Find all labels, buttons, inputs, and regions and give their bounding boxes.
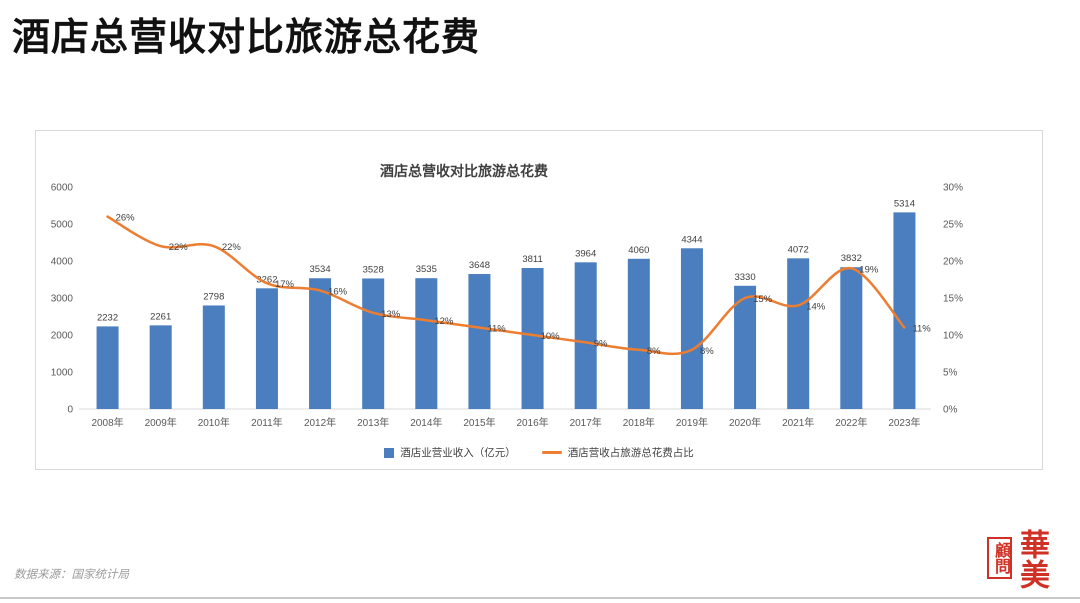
- company-seal-logo: 顧問 華美: [987, 529, 1048, 589]
- line-point-label: 22%: [169, 242, 189, 253]
- line-point-label: 12%: [434, 316, 454, 327]
- legend-bar-swatch: [384, 447, 395, 458]
- x-axis-tick: 2008年: [91, 416, 123, 429]
- line-point-label: 13%: [381, 309, 401, 320]
- bar-value-label: 5314: [894, 198, 915, 209]
- x-axis-tick: 2011年: [251, 416, 283, 429]
- chart-title: 酒店总营收对比旅游总花费: [380, 163, 548, 179]
- y-axis-left-tick: 5000: [51, 220, 74, 231]
- line-point-label: 11%: [487, 324, 506, 335]
- bar-value-label: 3535: [416, 264, 437, 275]
- bar-value-label: 4072: [788, 244, 809, 255]
- seal-text-primary: 華美: [1015, 529, 1048, 589]
- bar-value-label: 3528: [363, 264, 384, 275]
- y-axis-right-tick: 20%: [943, 257, 963, 268]
- seal-text-secondary: 顧問: [987, 537, 1012, 579]
- chart-container: 酒店总营收对比旅游总花费 0 1000 2000 3000 4000 5000 6000 0%…: [35, 130, 1043, 470]
- bar-2020年: [734, 285, 757, 409]
- line-point-label: 19%: [859, 264, 879, 275]
- bar-value-label: 3811: [522, 254, 542, 265]
- legend-item-bar: 酒店业营业收入（亿元）: [384, 445, 516, 460]
- x-axis-tick: 2020年: [729, 416, 761, 429]
- line-point-label: 15%: [753, 294, 773, 305]
- legend-bar-label: 酒店业营业收入（亿元）: [400, 447, 516, 459]
- bar-2016年: [521, 267, 544, 409]
- x-axis-tick: 2019年: [676, 416, 708, 429]
- x-axis-tick: 2023年: [888, 416, 920, 429]
- y-axis-left-tick: 2000: [51, 331, 74, 342]
- y-axis-right-tick: 30%: [943, 183, 963, 194]
- line-point-label: 9%: [594, 338, 608, 349]
- line-point-label: 11%: [912, 324, 931, 335]
- y-axis-right-tick: 10%: [943, 331, 963, 342]
- y-axis-left-tick: 1000: [51, 368, 74, 379]
- bar-value-label: 2798: [203, 291, 224, 302]
- bar-value-label: 3534: [309, 264, 330, 275]
- bar-value-label: 2232: [97, 312, 118, 323]
- line-point-label: 14%: [806, 301, 826, 312]
- bar-value-label: 3330: [734, 272, 755, 283]
- line-point-label: 17%: [275, 279, 295, 290]
- x-axis-tick: 2012年: [304, 416, 336, 429]
- chart-legend: 酒店业营业收入（亿元） 酒店营收占旅游总花费占比: [36, 443, 1042, 469]
- legend-line-label: 酒店营收占旅游总花费占比: [567, 447, 694, 459]
- data-source-note: 数据来源：国家统计局: [14, 569, 129, 581]
- bar-2008年: [96, 326, 119, 409]
- bar-2009年: [149, 325, 172, 409]
- bar-value-label: 3262: [256, 274, 277, 285]
- x-axis-tick: 2022年: [835, 416, 867, 429]
- bottom-divider: [0, 597, 1080, 599]
- line-point-label: 16%: [328, 287, 348, 298]
- x-axis-tick: 2014年: [410, 416, 442, 429]
- y-axis-right-tick: 5%: [943, 368, 958, 379]
- bar-2010年: [202, 305, 225, 409]
- x-axis-tick: 2013年: [357, 416, 389, 429]
- y-axis-left-tick: 6000: [51, 183, 74, 194]
- bar-2023年: [893, 212, 916, 409]
- bar-2011年: [255, 288, 278, 409]
- bar-value-label: 4060: [628, 245, 649, 256]
- bar-2017年: [574, 262, 597, 409]
- y-axis-right-tick: 0%: [943, 405, 958, 416]
- x-axis-tick: 2017年: [570, 416, 602, 429]
- x-axis-tick: 2021年: [782, 416, 814, 429]
- bar-value-label: 3648: [469, 260, 490, 271]
- bar-2015年: [468, 274, 491, 409]
- legend-item-line: 酒店营收占旅游总花费占比: [541, 445, 694, 460]
- x-axis-tick: 2015年: [463, 416, 495, 429]
- bar-value-label: 3832: [841, 253, 862, 264]
- y-axis-left-tick: 0: [67, 405, 73, 416]
- line-point-label: 8%: [647, 346, 661, 357]
- bar-value-label: 4344: [681, 234, 702, 245]
- bar-2022年: [840, 267, 863, 409]
- legend-line-swatch: [541, 451, 562, 454]
- bar-value-label: 2261: [150, 311, 171, 322]
- y-axis-right-tick: 15%: [943, 294, 963, 305]
- bar-value-label: 3964: [575, 248, 596, 259]
- combo-chart: 0 1000 2000 3000 4000 5000 6000 0% 5% 10% 15% 20% 25…: [51, 183, 963, 430]
- y-axis-left-tick: 3000: [51, 294, 74, 305]
- y-axis-right-tick: 25%: [943, 220, 963, 231]
- page-title: 酒店总营收对比旅游总花费: [12, 17, 481, 59]
- x-axis-tick: 2010年: [198, 416, 230, 429]
- line-point-label: 10%: [541, 331, 561, 342]
- chart-plot-area: 0 1000 2000 3000 4000 5000 6000 0% 5% 10% 15% 20% 25…: [36, 181, 1042, 443]
- line-point-label: 22%: [222, 242, 242, 253]
- x-axis-tick: 2009年: [145, 416, 177, 429]
- bar-2021年: [787, 258, 810, 409]
- bar-2013年: [362, 278, 385, 409]
- y-axis-left-tick: 4000: [51, 257, 74, 268]
- bar-2012年: [309, 278, 332, 409]
- bar-2018年: [627, 258, 650, 409]
- line-point-label: 8%: [700, 346, 714, 357]
- trend-line: [106, 215, 906, 356]
- bar-2019年: [680, 248, 703, 409]
- bar-2014年: [415, 278, 438, 409]
- x-axis-tick: 2018年: [623, 416, 655, 429]
- line-point-label: 26%: [116, 213, 136, 224]
- x-axis-tick: 2016年: [516, 416, 548, 429]
